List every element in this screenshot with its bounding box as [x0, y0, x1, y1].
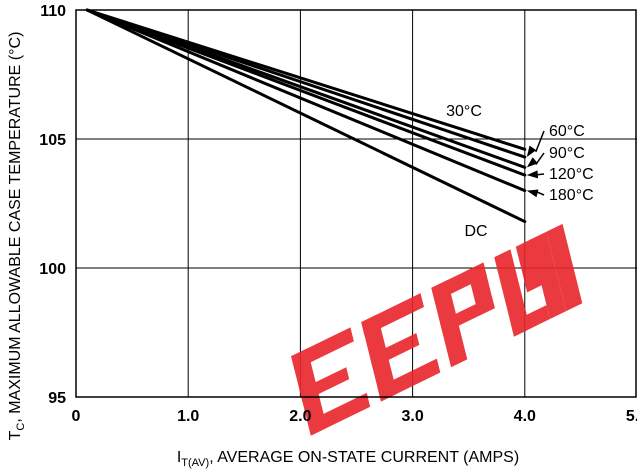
watermark-block: [530, 231, 567, 320]
arrow-head-2: [526, 170, 539, 179]
y-tick-label: 100: [39, 261, 66, 278]
x-axis-title-main: I: [177, 449, 181, 466]
x-axis-title-sub: T(AV): [181, 457, 209, 469]
watermark-block: [377, 358, 441, 402]
series-label-30c: 30°C: [446, 103, 482, 120]
watermark-block: [439, 296, 495, 334]
x-tick-label: 0: [72, 408, 81, 425]
series-label-1: 90°C: [549, 145, 585, 162]
series-line-1: [85, 8, 527, 159]
x-tick-label: 4.0: [514, 408, 536, 425]
arrow-head-0: [526, 145, 537, 158]
watermark-block: [307, 392, 371, 436]
series-labels: 30°C DC 60°C 90°C 120°C 180°C: [446, 103, 594, 240]
y-tick-label: 110: [40, 3, 66, 20]
x-tick-labels: 0 1.0 2.0 3.0 4.0 5.0: [72, 408, 637, 425]
arrow-shaft-1: [535, 152, 545, 165]
y-tick-label: 105: [39, 132, 66, 149]
y-axis-title-sub: C: [15, 423, 27, 431]
series-line-3: [85, 8, 527, 177]
series-label-0: 60°C: [549, 123, 585, 140]
series-label-3: 180°C: [549, 187, 594, 204]
arrow-group: [526, 130, 545, 198]
x-tick-label: 1.0: [177, 408, 199, 425]
watermark-block: [369, 333, 420, 368]
watermark-block: [546, 223, 583, 312]
y-axis-title: TC, MAXIMUM ALLOWABLE CASE TEMPERATURE (…: [7, 32, 27, 441]
plot-frame: [75, 9, 637, 398]
series-group: [85, 8, 527, 224]
x-axis-title: IT(AV), AVERAGE ON-STATE CURRENT (AMPS): [177, 449, 519, 469]
x-tick-label: 5.0: [626, 408, 637, 425]
y-axis-title-main: T: [7, 430, 24, 440]
x-tick-label: 3.0: [401, 408, 423, 425]
x-axis-title-rest: , AVERAGE ON-STATE CURRENT (AMPS): [209, 449, 519, 466]
y-tick-label: 95: [48, 390, 66, 407]
arrow-shaft-0: [535, 130, 545, 153]
arrow-head-3: [526, 189, 539, 198]
watermark-block: [299, 367, 350, 402]
series-label-2: 120°C: [549, 166, 594, 183]
watermark-block: [494, 249, 531, 337]
series-line-4: [85, 8, 527, 193]
series-line-5: [85, 8, 527, 224]
watermark-letters: [291, 223, 583, 436]
y-axis-title-rest: , MAXIMUM ALLOWABLE CASE TEMPERATURE (°C…: [7, 32, 24, 423]
x-tick-label: 2.0: [289, 408, 311, 425]
watermark-logo: [291, 223, 583, 436]
arrow-head-1: [526, 157, 538, 168]
y-tick-labels: 95 100 105 110: [39, 3, 66, 407]
watermark-block: [510, 305, 550, 337]
series-label-dc: DC: [464, 223, 487, 240]
watermark-block: [515, 238, 544, 293]
